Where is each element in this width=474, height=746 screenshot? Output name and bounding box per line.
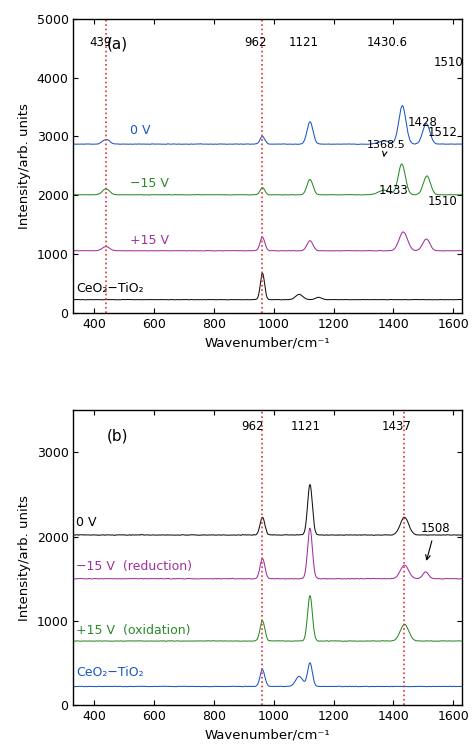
Text: −15 V: −15 V: [130, 177, 169, 190]
Text: 1368.5: 1368.5: [366, 140, 405, 156]
Text: 1428: 1428: [408, 116, 438, 129]
Y-axis label: Intensity/arb. units: Intensity/arb. units: [18, 495, 31, 621]
X-axis label: Wavenumber/cm⁻¹: Wavenumber/cm⁻¹: [205, 336, 331, 350]
Text: 1510: 1510: [434, 56, 464, 69]
Text: 962: 962: [245, 37, 267, 49]
Text: CeO₂−TiO₂: CeO₂−TiO₂: [76, 282, 144, 295]
Text: +15 V  (oxidation): +15 V (oxidation): [76, 624, 191, 636]
Y-axis label: Intensity/arb. units: Intensity/arb. units: [18, 103, 31, 229]
Text: 0 V: 0 V: [130, 124, 151, 137]
Text: −15 V  (reduction): −15 V (reduction): [76, 560, 192, 574]
Text: 0 V: 0 V: [76, 515, 97, 529]
Text: 1510: 1510: [428, 195, 458, 208]
X-axis label: Wavenumber/cm⁻¹: Wavenumber/cm⁻¹: [205, 728, 331, 742]
Text: +15 V: +15 V: [130, 234, 169, 247]
Text: 1433: 1433: [379, 184, 408, 197]
Text: CeO₂−TiO₂: CeO₂−TiO₂: [76, 666, 144, 680]
Text: 1430.6: 1430.6: [367, 37, 408, 49]
Text: (b): (b): [107, 428, 128, 443]
Text: 962: 962: [242, 420, 264, 433]
Text: 1508: 1508: [420, 522, 450, 560]
Text: (a): (a): [107, 37, 128, 51]
Text: 1121: 1121: [289, 37, 319, 49]
Text: 1437: 1437: [382, 420, 411, 433]
Text: 1121: 1121: [291, 420, 321, 433]
Text: 439: 439: [89, 37, 111, 49]
Text: 1512: 1512: [428, 126, 458, 139]
